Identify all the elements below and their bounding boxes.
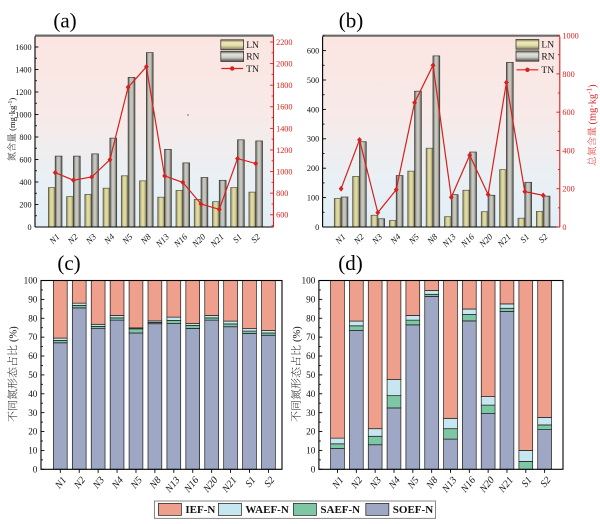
- svg-text:1000: 1000: [276, 167, 292, 176]
- svg-text:1200: 1200: [15, 88, 31, 97]
- svg-text:RN: RN: [246, 53, 259, 63]
- svg-text:1800: 1800: [276, 81, 292, 90]
- svg-text:200: 200: [307, 164, 319, 173]
- svg-text:90: 90: [28, 294, 38, 304]
- svg-text:0: 0: [311, 464, 316, 474]
- svg-text:800: 800: [19, 133, 31, 142]
- svg-text:2000: 2000: [276, 59, 292, 68]
- svg-text:TN: TN: [246, 65, 259, 75]
- svg-text:(mg·kg-1): (mg·kg-1): [585, 84, 599, 124]
- svg-text:1600: 1600: [15, 43, 31, 52]
- svg-text:30: 30: [28, 408, 38, 418]
- svg-text:0: 0: [562, 223, 566, 232]
- svg-text:600: 600: [562, 108, 574, 117]
- svg-text:100: 100: [24, 276, 38, 286]
- svg-text:LN: LN: [541, 41, 554, 51]
- svg-text:2200: 2200: [276, 38, 292, 47]
- svg-text:60: 60: [306, 351, 316, 361]
- svg-text:30: 30: [306, 408, 316, 418]
- svg-text:(mg·kg-1): (mg·kg-1): [7, 98, 17, 131]
- svg-text:300: 300: [307, 135, 319, 144]
- svg-text:1400: 1400: [276, 124, 292, 133]
- svg-text:100: 100: [302, 276, 316, 286]
- svg-text:40: 40: [28, 389, 38, 399]
- svg-text:20: 20: [28, 427, 38, 437]
- svg-text:(b): (b): [339, 9, 364, 33]
- svg-text:800: 800: [562, 70, 574, 79]
- svg-text:80: 80: [306, 313, 316, 323]
- svg-text:TN: TN: [541, 66, 554, 76]
- svg-text:400: 400: [307, 105, 319, 114]
- svg-text:(c): (c): [57, 251, 80, 275]
- svg-text:200: 200: [19, 200, 31, 209]
- svg-text:80: 80: [28, 313, 38, 323]
- svg-text:0: 0: [28, 223, 32, 232]
- svg-text:600: 600: [276, 211, 288, 220]
- svg-text:(d): (d): [338, 251, 363, 275]
- svg-text:(a): (a): [53, 9, 76, 33]
- svg-text:1400: 1400: [15, 65, 31, 74]
- svg-text:200: 200: [562, 185, 574, 194]
- svg-text:600: 600: [19, 155, 31, 164]
- svg-text:70: 70: [28, 332, 38, 342]
- svg-text:0: 0: [315, 223, 319, 232]
- svg-text:40: 40: [306, 389, 316, 399]
- svg-text:800: 800: [276, 189, 288, 198]
- svg-text:500: 500: [307, 76, 319, 85]
- svg-text:WAEF-N: WAEF-N: [245, 504, 288, 516]
- svg-text:400: 400: [19, 178, 31, 187]
- svg-text:IEF-N: IEF-N: [185, 504, 215, 516]
- svg-text:SOEF-N: SOEF-N: [393, 504, 433, 516]
- svg-text:70: 70: [306, 332, 316, 342]
- svg-text:1000: 1000: [562, 32, 578, 41]
- svg-text:(%): (%): [292, 326, 303, 342]
- svg-text:10: 10: [28, 446, 38, 456]
- svg-text:100: 100: [307, 194, 319, 203]
- svg-text:RN: RN: [541, 52, 554, 62]
- svg-text:LN: LN: [246, 41, 259, 51]
- svg-text:400: 400: [562, 146, 574, 155]
- svg-text:10: 10: [306, 446, 316, 456]
- svg-text:50: 50: [306, 370, 316, 380]
- svg-text:50: 50: [28, 370, 38, 380]
- svg-text:0: 0: [33, 464, 38, 474]
- svg-text:90: 90: [306, 294, 316, 304]
- svg-text:60: 60: [28, 351, 38, 361]
- svg-text:20: 20: [306, 427, 316, 437]
- svg-text:SAEF-N: SAEF-N: [320, 504, 360, 516]
- svg-text:600: 600: [307, 47, 319, 56]
- svg-text:1200: 1200: [276, 146, 292, 155]
- svg-text:1600: 1600: [276, 103, 292, 112]
- svg-text:1000: 1000: [15, 110, 31, 119]
- svg-text:(%): (%): [9, 326, 20, 342]
